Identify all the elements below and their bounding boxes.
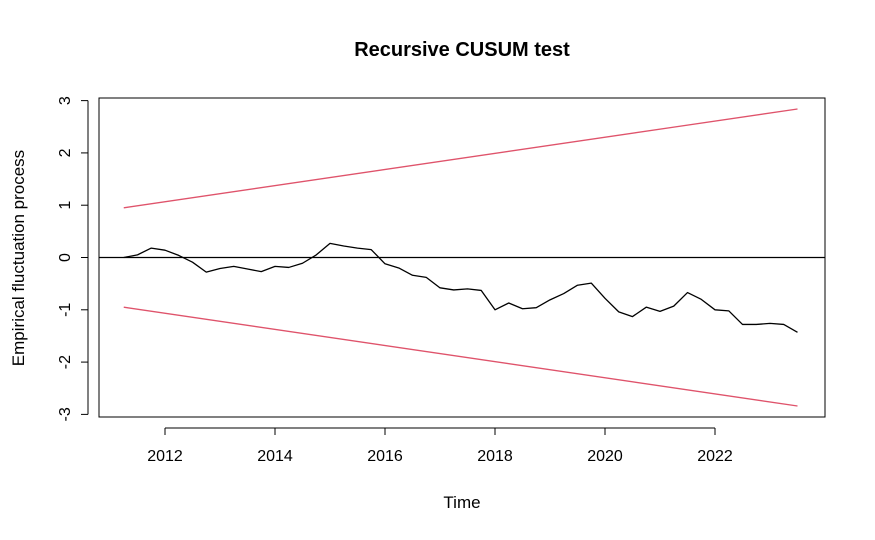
y-tick-label: 2 — [57, 148, 74, 157]
y-axis-label: Empirical fluctuation process — [9, 150, 28, 366]
chart-title: Recursive CUSUM test — [354, 39, 570, 61]
process-line — [123, 242, 798, 333]
x-tick-label: 2022 — [697, 448, 733, 465]
y-tick-label: 0 — [57, 253, 74, 262]
x-tick-label: 2012 — [147, 448, 183, 465]
lower-boundary-line — [123, 306, 798, 407]
x-tick-label: 2014 — [257, 448, 293, 465]
x-tick-label: 2020 — [587, 448, 623, 465]
x-axis-label: Time — [443, 493, 480, 512]
y-tick-label: -2 — [57, 355, 74, 369]
y-tick-label: -1 — [57, 303, 74, 317]
y-tick-label: 1 — [57, 201, 74, 210]
upper-boundary-line — [123, 108, 798, 209]
chart-marks: 2012 2014 2016 2018 2020 2022 -3 -2 -1 0 1 2 3 — [57, 96, 825, 465]
x-tick-label: 2018 — [477, 448, 513, 465]
y-tick-label: -3 — [57, 407, 74, 421]
y-tick-label: 3 — [57, 96, 74, 105]
x-tick-label: 2016 — [367, 448, 403, 465]
